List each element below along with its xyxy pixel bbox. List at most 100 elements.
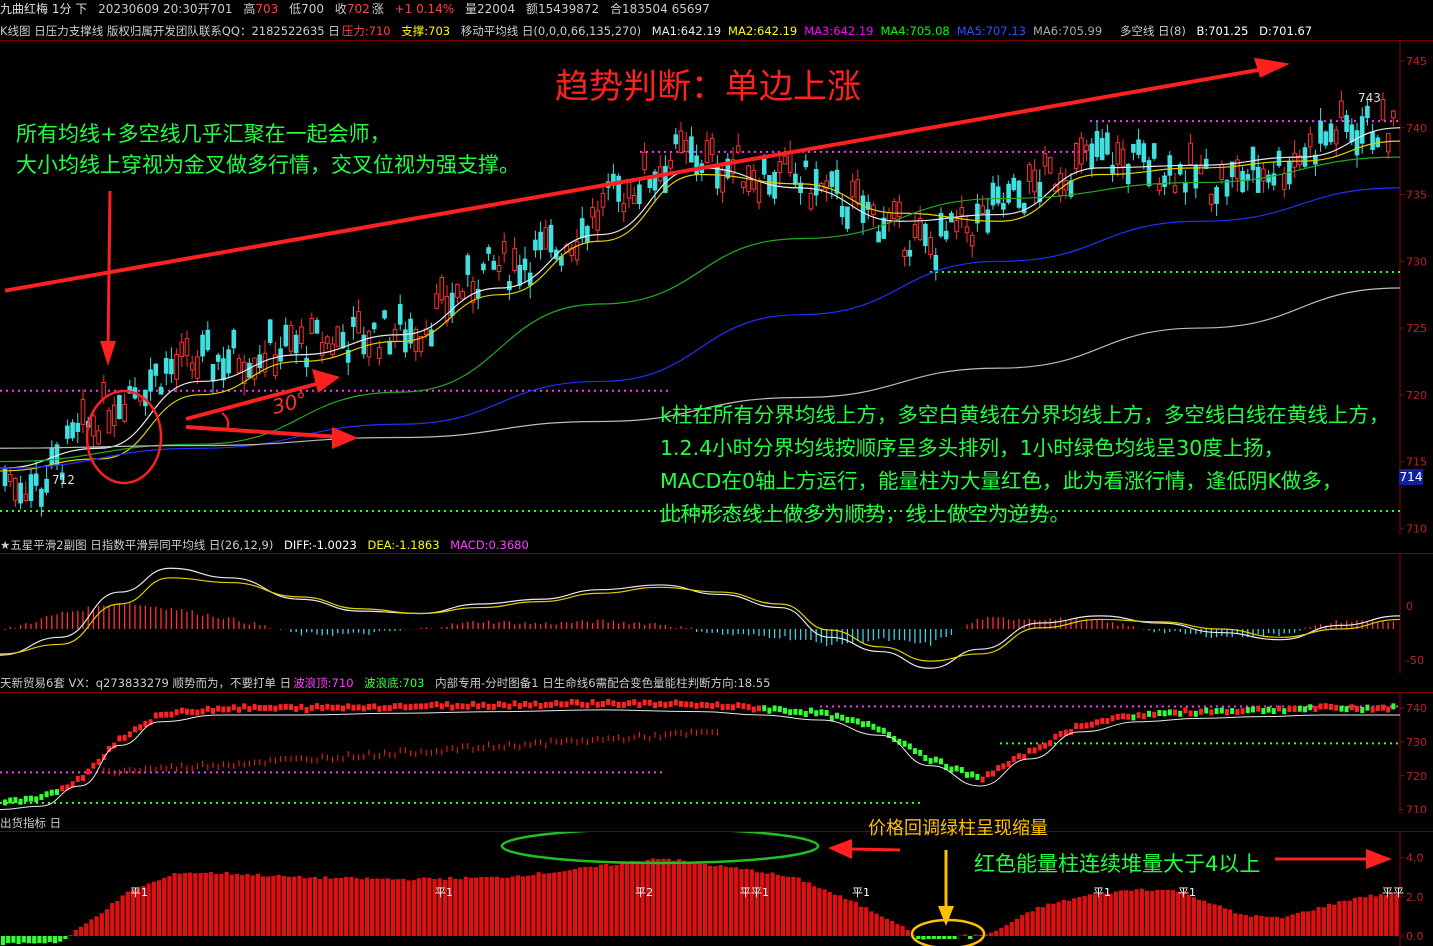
trade-dot	[731, 704, 735, 710]
volume-bar	[422, 877, 426, 936]
volume-bar	[1353, 898, 1357, 936]
trade-dot	[211, 708, 215, 714]
trade-dot	[866, 721, 870, 727]
wave-bottom: 波浪底:703	[364, 676, 424, 690]
macd-chart[interactable]: 0-50	[0, 554, 1433, 673]
trade-dot	[1168, 709, 1172, 715]
trade-dot	[445, 701, 449, 707]
low-label: 低700	[289, 2, 324, 16]
trade-dot	[767, 708, 771, 714]
volume-bar	[303, 878, 307, 936]
trade-dot	[554, 700, 558, 706]
candle-body	[674, 135, 678, 144]
pullback-arrow-line	[850, 849, 900, 850]
candle-body	[393, 329, 397, 341]
volume-bar	[786, 877, 790, 936]
volume-bar	[1015, 919, 1019, 936]
candle-body	[315, 320, 319, 333]
trade-dot	[996, 765, 1000, 771]
angle-arrow-upper-head	[312, 369, 340, 393]
volume-bar	[282, 876, 286, 936]
trade-dot	[793, 709, 797, 715]
trade-dot	[216, 706, 220, 712]
candle-body	[534, 240, 538, 250]
candle-body	[575, 242, 579, 260]
trade-dot	[435, 701, 439, 707]
high-value: 703	[255, 2, 278, 16]
candle-body	[804, 161, 808, 167]
trade-dot	[154, 712, 158, 718]
trade-dot	[60, 785, 64, 791]
volume-bar	[901, 926, 905, 936]
candle-body	[1293, 153, 1297, 167]
candle-body	[1210, 194, 1214, 204]
trade-dot	[871, 724, 875, 730]
trade-dot	[1178, 711, 1182, 717]
volume-bar	[505, 878, 509, 936]
volume-bar	[500, 878, 504, 936]
volume-bar	[334, 878, 338, 936]
candle-body	[190, 363, 194, 370]
trade-dot	[882, 728, 886, 734]
trade-dot	[299, 704, 303, 710]
candle-body	[846, 207, 850, 228]
trade-dot	[861, 721, 865, 727]
volume-bar	[1067, 901, 1071, 936]
candle-body	[705, 141, 709, 163]
candle-body	[435, 294, 439, 309]
volume-bar	[1254, 915, 1258, 936]
trade-dot	[253, 704, 257, 710]
volume-bar	[854, 902, 858, 936]
volume-note-accumulate: 红色能量柱连续堆量大于4以上	[974, 848, 1260, 878]
trade-dot	[1173, 710, 1177, 716]
trade-dot	[284, 704, 288, 710]
volume-bar	[1119, 890, 1123, 936]
main-y-tick-label: 730	[1406, 255, 1427, 268]
candle-body	[1308, 134, 1312, 147]
candle-body	[378, 348, 382, 359]
volume-bar	[95, 916, 99, 936]
volume-bar	[885, 919, 889, 936]
trade-dot	[195, 710, 199, 716]
trade-dot	[799, 709, 803, 715]
trade-dot	[159, 712, 163, 718]
trade-dot	[1074, 723, 1078, 729]
trade-dot	[960, 767, 964, 773]
trade-dot	[1345, 706, 1349, 712]
volume-bar	[115, 901, 119, 936]
candle-body	[1007, 184, 1011, 202]
volume-bar	[375, 878, 379, 936]
trade-dot	[986, 771, 990, 777]
volume-bar	[1363, 897, 1367, 936]
quote-header: 九曲红梅 1分 下 20230609 20:30开701 高703 低700 收…	[0, 0, 1433, 18]
trade-dot	[1209, 709, 1213, 715]
macd-line	[0, 568, 1400, 668]
trade-dot	[611, 700, 615, 706]
trade-dot	[39, 794, 43, 800]
volume-bar	[677, 859, 681, 936]
volume-bar	[542, 874, 546, 936]
trade-dot	[700, 702, 704, 708]
candle-body	[1137, 140, 1141, 154]
trade-dot	[185, 709, 189, 715]
candle-body	[596, 211, 600, 230]
volume-bar	[864, 907, 868, 936]
volume-bar	[105, 909, 109, 936]
volume-bar-green	[927, 936, 931, 939]
macd-value: MACD:0.3680	[450, 538, 529, 552]
trade-dot	[757, 705, 761, 711]
candle-body	[492, 261, 496, 269]
trade-y-tick-label: 740	[1406, 702, 1427, 715]
candle-body	[1340, 101, 1344, 117]
volume-note-pullback: 价格回调绿柱呈现缩量	[868, 814, 1048, 840]
candle-body	[248, 363, 252, 377]
volume-bar	[724, 867, 728, 936]
macd-pane[interactable]: 0-50	[0, 553, 1433, 673]
trade-dot	[1371, 707, 1375, 713]
trade-dot	[1157, 710, 1161, 716]
